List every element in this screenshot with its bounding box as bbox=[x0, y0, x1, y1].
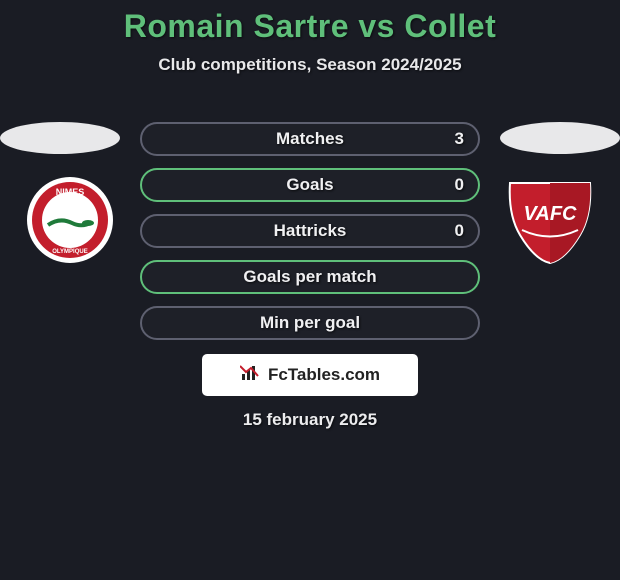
stat-row-matches: Matches 3 bbox=[140, 122, 480, 156]
left-player-oval bbox=[0, 122, 120, 154]
stat-right-value: 3 bbox=[455, 129, 464, 149]
page-subtitle: Club competitions, Season 2024/2025 bbox=[0, 55, 620, 75]
chart-icon bbox=[240, 364, 262, 387]
brand-text: FcTables.com bbox=[268, 365, 380, 385]
svg-text:VAFC: VAFC bbox=[524, 203, 578, 225]
right-player-oval bbox=[500, 122, 620, 154]
date-label: 15 february 2025 bbox=[0, 410, 620, 430]
stat-right-value: 0 bbox=[455, 221, 464, 241]
page-title: Romain Sartre vs Collet bbox=[0, 0, 620, 45]
stat-row-min-per-goal: Min per goal bbox=[140, 306, 480, 340]
left-club-badge: NIMES OLYMPIQUE bbox=[20, 175, 120, 265]
stats-panel: Matches 3 Goals 0 Hattricks 0 Goals per … bbox=[140, 122, 480, 352]
right-club-badge: VAFC bbox=[500, 175, 600, 265]
stat-label: Hattricks bbox=[274, 221, 347, 241]
brand-box: FcTables.com bbox=[202, 354, 418, 396]
svg-text:NIMES: NIMES bbox=[56, 187, 85, 197]
stat-label: Matches bbox=[276, 129, 344, 149]
stat-row-goals: Goals 0 bbox=[140, 168, 480, 202]
stat-row-goals-per-match: Goals per match bbox=[140, 260, 480, 294]
svg-text:OLYMPIQUE: OLYMPIQUE bbox=[52, 249, 87, 255]
stat-label: Goals bbox=[286, 175, 333, 195]
stat-right-value: 0 bbox=[455, 175, 464, 195]
stat-label: Goals per match bbox=[243, 267, 376, 287]
stat-label: Min per goal bbox=[260, 313, 360, 333]
stat-row-hattricks: Hattricks 0 bbox=[140, 214, 480, 248]
